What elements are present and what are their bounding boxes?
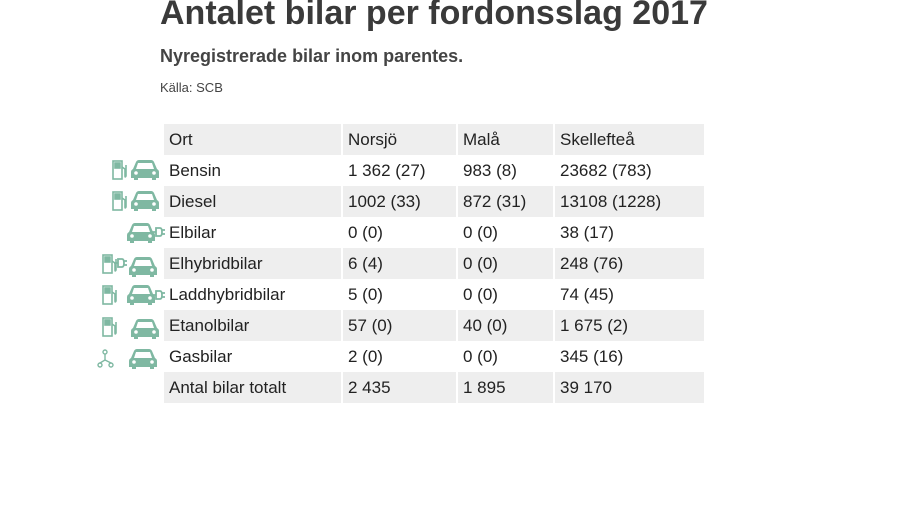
table-cell: 248 (76) — [555, 248, 704, 279]
table-cell: Malå — [458, 124, 553, 155]
table-cell: Antal bilar totalt — [164, 372, 341, 403]
pump-icon — [102, 317, 117, 337]
table-cell: Ort — [164, 124, 341, 155]
table-cell: 345 (16) — [560, 346, 624, 366]
table-cell: 38 (17) — [560, 222, 614, 242]
gas-icon — [97, 349, 114, 368]
pump-icon — [102, 285, 117, 305]
table-row: Gasbilar 2 (0) 0 (0) 345 (16) — [164, 341, 704, 372]
car-icon — [131, 160, 159, 180]
table-cell: 57 (0) — [343, 310, 456, 341]
car-icon — [127, 223, 155, 243]
table-cell: 0 (0) — [463, 346, 498, 366]
car-icon — [129, 257, 157, 277]
table-cell: Bensin — [169, 160, 221, 180]
table-cell: 39 170 — [555, 372, 704, 403]
table-cell: 1 362 (27) — [348, 160, 426, 180]
table-row: Laddhybridbilar 5 (0) 0 (0) 74 (45) — [164, 279, 704, 310]
table-cell: 74 (45) — [560, 284, 614, 304]
table-cell: Gasbilar — [169, 346, 233, 366]
pump-icon — [112, 191, 127, 211]
table-cell: 983 (8) — [463, 160, 517, 180]
table-cell: 2 (0) — [348, 346, 383, 366]
table-cell: Norsjö — [343, 124, 456, 155]
table: Ort Norsjö Malå Skellefteå Bensin 1 362 (27) 9… — [162, 124, 706, 403]
table-cell: 872 (31) — [458, 186, 553, 217]
table-cell: Elhybridbilar — [164, 248, 341, 279]
table-cell: 5 (0) — [348, 284, 383, 304]
table-row: Bensin 1 362 (27) 983 (8) 23682 (783) — [164, 155, 704, 186]
table-cell: 23682 (783) — [560, 160, 652, 180]
table-cell: 0 (0) — [463, 222, 498, 242]
pump-icon — [102, 254, 117, 274]
table-cell: 1002 (33) — [343, 186, 456, 217]
title: Antalet bilar per fordonsslag 2017 — [160, 0, 708, 32]
table-row: Diesel 1002 (33) 872 (31) 13108 (1228) — [164, 186, 704, 217]
table-cell: 1 895 — [458, 372, 553, 403]
table-row: Ort Norsjö Malå Skellefteå — [164, 124, 704, 155]
table-cell: 13108 (1228) — [555, 186, 704, 217]
subtitle: Nyregistrerade bilar inom parentes. — [160, 46, 464, 66]
car-icon — [127, 285, 155, 305]
pump-icon — [112, 160, 127, 180]
table-cell: Laddhybridbilar — [169, 284, 286, 304]
table-cell: 0 (0) — [463, 284, 498, 304]
table-cell: 2 435 — [343, 372, 456, 403]
table-cell: Etanolbilar — [164, 310, 341, 341]
table-cell: 1 675 (2) — [555, 310, 704, 341]
table-row: Antal bilar totalt 2 435 1 895 39 170 — [164, 372, 704, 403]
table-row: Elbilar 0 (0) 0 (0) 38 (17) — [164, 217, 704, 248]
table-cell: Elbilar — [169, 222, 217, 242]
table-cell: 0 (0) — [348, 222, 383, 242]
table-cell: 40 (0) — [458, 310, 553, 341]
car-icon — [131, 191, 159, 211]
table-cell: Skellefteå — [555, 124, 704, 155]
car-icon — [129, 349, 157, 369]
table-cell: 0 (0) — [458, 248, 553, 279]
source: Källa: SCB — [160, 80, 223, 95]
table-row: Etanolbilar 57 (0) 40 (0) 1 675 (2) — [164, 310, 704, 341]
table-row: Elhybridbilar 6 (4) 0 (0) 248 (76) — [164, 248, 704, 279]
car-icon — [131, 319, 159, 339]
table-cell: Diesel — [164, 186, 341, 217]
table-cell: 6 (4) — [343, 248, 456, 279]
